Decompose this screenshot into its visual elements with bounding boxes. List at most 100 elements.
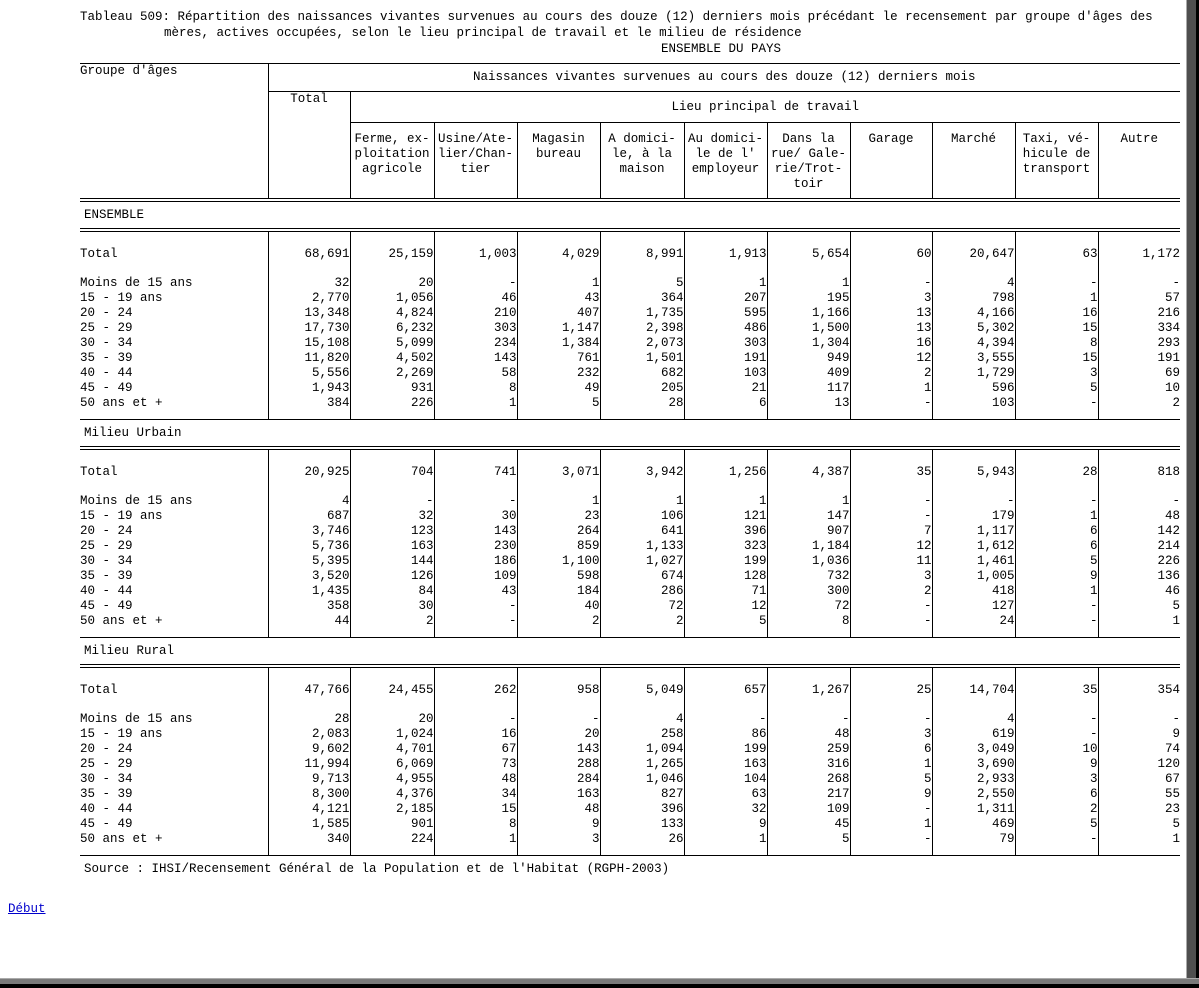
value-cell: -: [1014, 276, 1098, 291]
column-header-factory: Usine/Ate- lier/Chan- tier: [433, 122, 517, 202]
value-cell: 5: [516, 396, 600, 420]
value-cell: 32: [349, 509, 434, 524]
value-cell: 364: [599, 291, 684, 306]
value-cell: 1: [766, 494, 850, 509]
value-cell: 163: [516, 787, 600, 802]
row-label: 15 - 19 ans: [80, 727, 163, 741]
value-cell: 9: [516, 817, 600, 832]
value-cell: 163: [349, 539, 434, 554]
value-cell: 224: [349, 832, 434, 856]
value-cell: 43: [516, 291, 600, 306]
value-cell: 901: [349, 817, 434, 832]
value-cell: 142: [1097, 524, 1181, 539]
value-cell: 47,766: [267, 666, 350, 698]
value-cell: -: [849, 599, 932, 614]
value-cell: 63: [683, 787, 767, 802]
value-cell: 73: [433, 757, 517, 772]
value-cell: 1,585: [267, 817, 350, 832]
value-cell: 143: [433, 351, 517, 366]
value-cell: 13,348: [267, 306, 350, 321]
value-cell: 3,071: [516, 448, 600, 480]
value-cell: 4: [931, 276, 1015, 291]
debut-link[interactable]: Début: [8, 902, 46, 916]
value-cell: 303: [433, 321, 517, 336]
value-cell: 69: [1097, 366, 1181, 381]
row-label: 20 - 24: [80, 742, 133, 756]
value-cell: 20,647: [931, 230, 1015, 262]
value-cell: 682: [599, 366, 684, 381]
column-header-farm: Ferme, ex- ploitation agricole: [350, 122, 434, 202]
value-cell: 44: [267, 614, 350, 638]
value-cell: -: [516, 712, 600, 727]
value-cell: 418: [931, 584, 1015, 599]
value-cell: 4,394: [931, 336, 1015, 351]
value-cell: 358: [267, 599, 350, 614]
value-cell: 340: [267, 832, 350, 856]
value-cell: 5,302: [931, 321, 1015, 336]
value-cell: 4,387: [766, 448, 850, 480]
table-row: 45 - 49 1,943 931 8 49 205 21 117 1 596 5 10: [80, 381, 1181, 396]
value-cell: 34: [433, 787, 517, 802]
value-cell: 26: [599, 832, 684, 856]
value-cell: 1: [1014, 509, 1098, 524]
value-cell: 300: [766, 584, 850, 599]
value-cell: 268: [766, 772, 850, 787]
value-cell: 13: [766, 396, 850, 420]
value-cell: 232: [516, 366, 600, 381]
value-cell: 2: [849, 584, 932, 599]
value-cell: 2,550: [931, 787, 1015, 802]
value-cell: 262: [433, 666, 517, 698]
value-cell: 1,147: [516, 321, 600, 336]
value-cell: 1,461: [931, 554, 1015, 569]
value-cell: 1,500: [766, 321, 850, 336]
value-cell: -: [849, 614, 932, 638]
value-cell: 6,069: [349, 757, 434, 772]
row-label: 40 - 44: [80, 366, 133, 380]
value-cell: 109: [433, 569, 517, 584]
value-cell: 32: [267, 276, 350, 291]
row-label: 45 - 49: [80, 599, 133, 613]
row-label: 50 ans et +: [80, 832, 268, 856]
value-cell: 28: [599, 396, 684, 420]
title-line-2: mères, actives occupées, selon le lieu p…: [164, 26, 802, 40]
spacer-cell: [433, 480, 517, 494]
spacer-cell: [683, 698, 767, 712]
value-cell: 4,824: [349, 306, 434, 321]
value-cell: 10: [1014, 742, 1098, 757]
spacer-cell: [931, 262, 1015, 276]
spacer-cell: [80, 480, 268, 494]
value-cell: 8,300: [267, 787, 350, 802]
spacer-cell: [1014, 698, 1098, 712]
value-cell: 2: [849, 366, 932, 381]
column-header-shop-office: Magasin bureau: [516, 122, 600, 202]
value-cell: 226: [1097, 554, 1181, 569]
spacer-cell: [349, 262, 434, 276]
value-cell: 25: [849, 666, 932, 698]
value-cell: 20: [349, 276, 434, 291]
spacer-cell: [433, 698, 517, 712]
value-cell: 9: [1097, 727, 1181, 742]
spacer-cell: [1014, 262, 1098, 276]
value-cell: 1,384: [516, 336, 600, 351]
value-cell: 1,166: [766, 306, 850, 321]
value-cell: 13: [849, 306, 932, 321]
spacer-cell: [599, 698, 684, 712]
value-cell: 9,713: [267, 772, 350, 787]
spacer-cell: [349, 698, 434, 712]
spacer-cell: [683, 480, 767, 494]
section-label: ENSEMBLE: [80, 200, 1181, 232]
value-cell: 1: [599, 494, 684, 509]
table-row: 20 - 24 3,746 123 143 264 641 396 907 7 1,117 6 142: [80, 524, 1181, 539]
value-cell: 25,159: [349, 230, 434, 262]
value-cell: 595: [683, 306, 767, 321]
table-row: Moins de 15 ans 28 20- -4- - -4- -: [80, 712, 1181, 727]
value-cell: 1,024: [349, 727, 434, 742]
value-cell: 20,925: [267, 448, 350, 480]
value-cell: 136: [1097, 569, 1181, 584]
value-cell: -: [1014, 712, 1098, 727]
value-cell: 859: [516, 539, 600, 554]
value-cell: 9: [849, 787, 932, 802]
value-cell: 596: [931, 381, 1015, 396]
value-cell: -: [433, 494, 517, 509]
value-cell: 11,994: [267, 757, 350, 772]
